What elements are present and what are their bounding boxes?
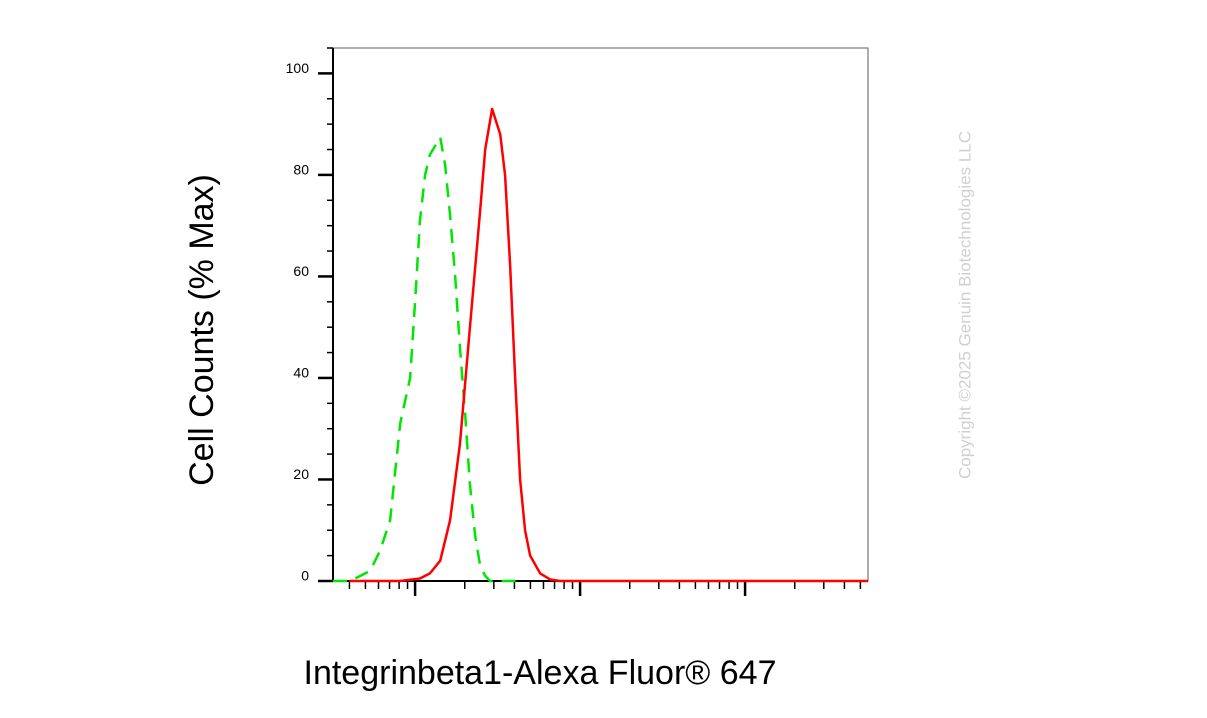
y-tick-label: 80 (293, 162, 309, 178)
y-axis-title: Cell Counts (% Max) (183, 174, 221, 486)
y-tick-label: 60 (293, 263, 309, 279)
x-axis-title: Integrinbeta1-Alexa Fluor® 647 (304, 654, 777, 692)
y-tick-label: 40 (293, 365, 309, 381)
y-tick-label: 100 (286, 60, 310, 76)
y-tick-label: 0 (301, 568, 309, 584)
histogram-line (349, 107, 868, 583)
y-tick-label: 20 (293, 466, 309, 482)
watermark: Copyright ©2025 Genuin Biotechnologies L… (955, 131, 974, 479)
